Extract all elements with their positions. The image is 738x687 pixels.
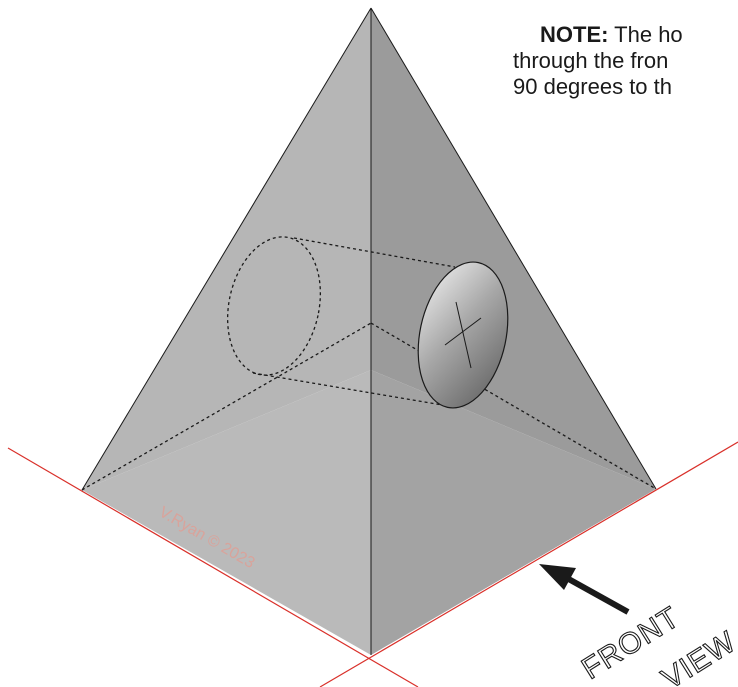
pyramid-edges	[81, 7, 657, 655]
edge-apex-right	[370, 7, 657, 490]
axis-lines	[7, 441, 738, 687]
pyramid-front-right-face	[371, 370, 656, 655]
edge-apex-left	[81, 7, 372, 491]
axis-left	[7, 447, 419, 687]
hole-center-cross	[444, 301, 482, 369]
hidden-hole-bottom	[252, 372, 461, 409]
front-view-arrow	[539, 564, 630, 615]
pyramid-front-left-face	[82, 370, 371, 655]
hidden-base-left	[81, 322, 372, 491]
axis-right	[319, 441, 738, 687]
